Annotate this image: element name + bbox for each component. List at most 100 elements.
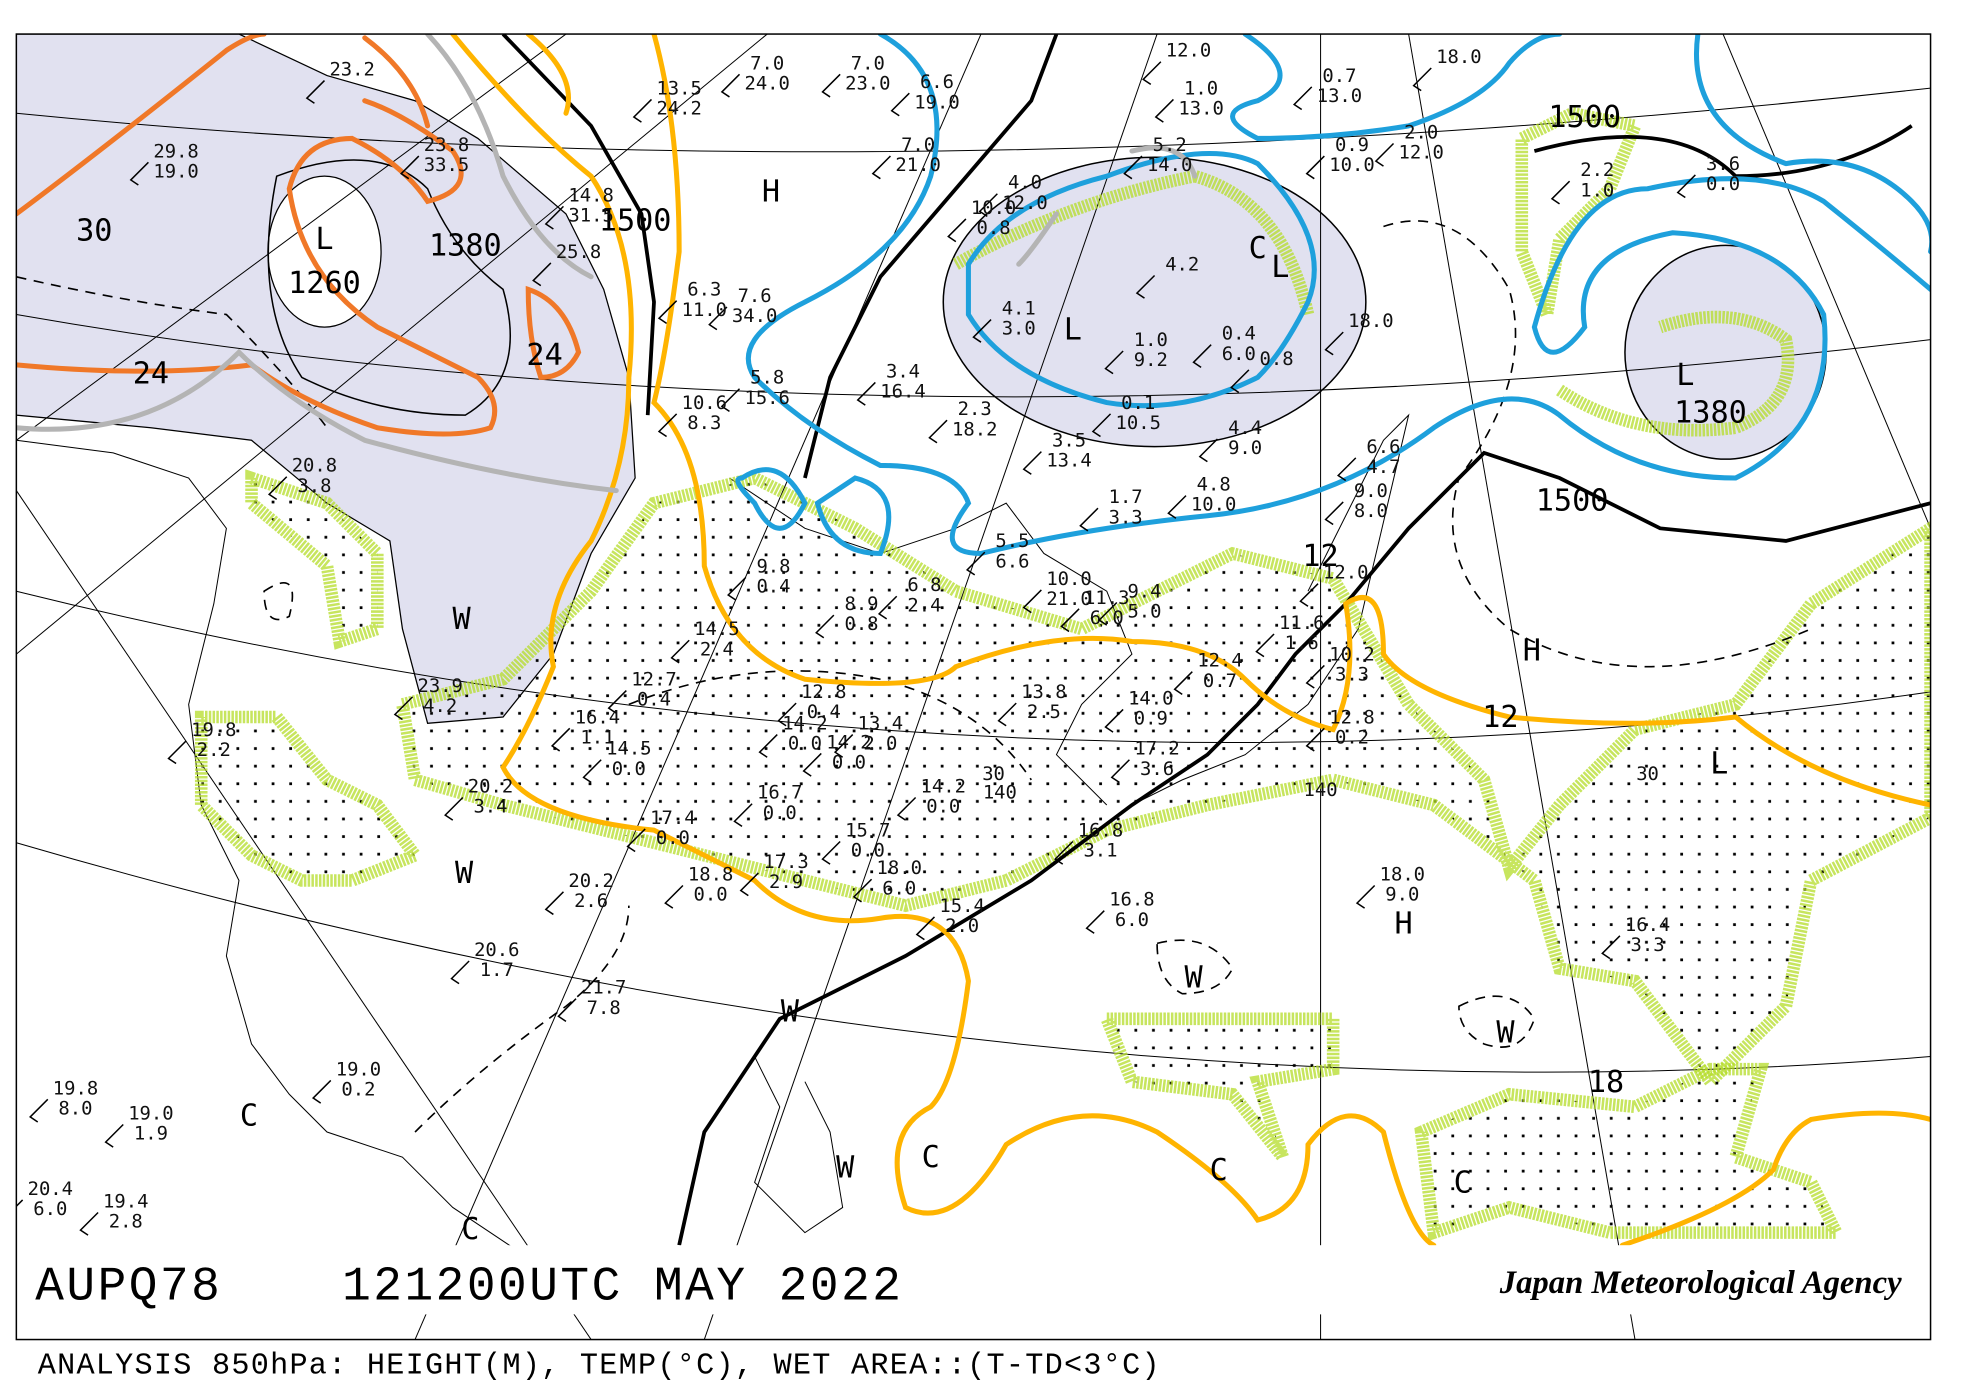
station-temperature: 0.7 — [1322, 65, 1356, 87]
station-dewpoint-depression: 3.0 — [1002, 318, 1036, 340]
wind-barb-icon — [1060, 608, 1080, 633]
wind-barb-icon — [393, 696, 414, 721]
station-dewpoint-depression: 0.0 — [763, 802, 797, 824]
station-temperature: 16.4 — [575, 706, 620, 728]
station-plot: 20.22.6 — [544, 870, 614, 916]
station-plot: 10.00.8 — [947, 197, 1016, 243]
station-plot: 20.23.4 — [444, 775, 513, 821]
station-temperature: 14.0 — [1128, 687, 1173, 709]
wind-barb-icon — [450, 960, 470, 985]
station-dewpoint-depression: 1.1 — [580, 726, 614, 748]
wind-barb-icon — [632, 98, 653, 123]
station-temperature: 5.2 — [1153, 134, 1187, 156]
station-temperature: 18.0 — [1380, 863, 1425, 885]
station-dewpoint-depression: 12.0 — [1002, 192, 1047, 214]
wind-barb-icon — [928, 419, 948, 444]
station-dewpoint-depression: 2.0 — [863, 733, 897, 755]
wind-barb-icon — [1305, 664, 1325, 689]
station-plot: 9.45.0 — [1098, 580, 1162, 626]
station-temperature: 10.6 — [682, 392, 727, 414]
station-plot: 4.49.0 — [1198, 417, 1262, 463]
station-plot: 19.82.2 — [167, 719, 237, 765]
station-dewpoint-depression: 9.0 — [1228, 437, 1262, 459]
station-temperature: 18.0 — [877, 857, 922, 879]
wind-barb-icon — [1255, 633, 1275, 658]
station-temperature: 29.8 — [153, 140, 198, 162]
station-temperature: 10.0 — [1046, 568, 1091, 590]
station-temperature: 13.5 — [656, 77, 701, 99]
isotherms-colored — [16, 34, 1931, 1248]
station-dewpoint-depression: 3.6 — [1140, 758, 1174, 780]
map-label: 30 — [76, 213, 112, 248]
wind-barb-icon — [821, 840, 841, 865]
station-dewpoint-depression: 31.5 — [568, 204, 613, 226]
wind-barb-icon — [777, 702, 797, 727]
station-dewpoint-depression: 21.0 — [895, 154, 940, 176]
map-label: W — [452, 602, 471, 637]
station-plot: 14.20.0 — [896, 775, 966, 821]
map-label: 1500 — [1536, 484, 1609, 519]
station-temperature: 9.4 — [1127, 580, 1161, 602]
wind-barb-icon — [129, 161, 149, 186]
station-dewpoint-depression: 0.0 — [788, 733, 822, 755]
station-dewpoint-depression: 1.0 — [1580, 179, 1614, 201]
wind-barb-icon — [1299, 583, 1319, 607]
station-dewpoint-depression: 0.0 — [851, 840, 885, 862]
station-dewpoint-depression: 4.7 — [1366, 456, 1400, 478]
station-plot: 12.0 — [1142, 40, 1211, 85]
wind-barb-icon — [1173, 671, 1193, 695]
station-plot: 0.46.0 — [1192, 323, 1256, 368]
station-dewpoint-depression: 0.4 — [807, 701, 841, 723]
station-plot: 5.214.0 — [1123, 134, 1192, 180]
station-temperature: 12.8 — [801, 681, 846, 703]
wind-barb-icon — [720, 388, 741, 412]
wind-barb-icon — [550, 727, 571, 752]
chart-caption: ANALYSIS 850hPa: HEIGHT(M), TEMP(°C), WE… — [38, 1349, 1161, 1383]
station-temperature: 4.4 — [1228, 417, 1262, 439]
station-temperature: 7.6 — [738, 285, 772, 307]
station-plot: 10.021.0 — [1022, 568, 1092, 614]
station-temperature: 6.8 — [907, 574, 941, 596]
wind-barb-icon — [896, 796, 917, 821]
station-temperature: 20.6 — [474, 939, 519, 961]
agency-name: Japan Meteorological Agency — [1499, 1265, 1902, 1301]
wind-barb-icon — [1230, 369, 1250, 394]
station-plot: 17.23.6 — [1110, 738, 1180, 784]
station-temperature: 4.8 — [1197, 474, 1231, 496]
station-dewpoint-depression: 3.3 — [1631, 934, 1665, 956]
station-temperature: 8.9 — [844, 593, 878, 615]
station-plot: 2.012.0 — [1374, 121, 1444, 167]
station-plot: 4.012.0 — [978, 172, 1048, 218]
station-plot: 21.77.8 — [557, 977, 626, 1022]
station-dewpoint-depression: 0.0 — [832, 752, 866, 774]
station-plot: 16.83.1 — [1054, 819, 1123, 865]
station-temperature: 16.7 — [757, 782, 802, 804]
wind-barb-icon — [305, 80, 326, 104]
station-plot: 2.318.2 — [928, 398, 997, 444]
valid-time: 121200UTC MAY 2022 — [342, 1260, 903, 1314]
wind-barb-icon — [708, 306, 728, 331]
station-temperature: 25.8 — [556, 241, 601, 263]
station-plot: 15.42.0 — [915, 895, 985, 941]
station-plot: 12.80.2 — [1305, 706, 1375, 752]
station-plot: 13.82.5 — [997, 681, 1067, 727]
wind-barb-icon — [664, 884, 684, 909]
station-temperature: 0.8 — [1260, 348, 1294, 370]
station-plot: 14.831.5 — [544, 184, 614, 230]
wind-barb-icon — [1123, 155, 1143, 180]
station-dewpoint-depression: 3.1 — [1083, 840, 1117, 862]
station-temperature: 14.5 — [694, 618, 739, 640]
station-plot: 6.64.7 — [1337, 436, 1401, 482]
station-temperature: 20.8 — [292, 455, 337, 477]
station-temperature: 20.2 — [568, 870, 613, 892]
station-temperature: 20.4 — [28, 1178, 73, 1200]
wind-barb-icon — [670, 639, 690, 664]
station-temperature: 12.7 — [631, 669, 676, 691]
station-temperature: 5.8 — [750, 367, 784, 389]
wind-barb-icon — [544, 891, 564, 916]
map-label: C — [922, 1140, 940, 1175]
station-dewpoint-depression: 13.4 — [1046, 450, 1091, 472]
wind-barb-icon — [1324, 501, 1344, 526]
wind-barb-icon — [1337, 457, 1357, 482]
wind-barb-icon — [1054, 840, 1074, 865]
